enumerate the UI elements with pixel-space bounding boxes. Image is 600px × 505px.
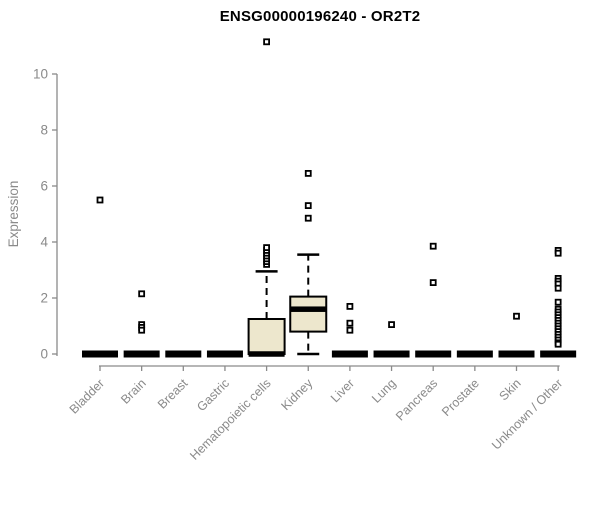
outlier-point-liver: [346, 302, 354, 310]
median-line-hematopoietic-cells: [248, 351, 285, 357]
x-tick-label-gastric: Gastric: [194, 376, 232, 414]
zero-box-brain: [123, 350, 160, 358]
y-tick-label: 6: [40, 179, 48, 194]
outlier-point-unknown-other: [554, 340, 562, 348]
median-line-kidney: [290, 306, 327, 312]
outlier-point-unknown-other: [554, 249, 562, 257]
outlier-point-kidney: [304, 214, 312, 222]
outlier-point-brain: [138, 326, 146, 334]
outlier-point-pancreas: [429, 279, 437, 287]
zero-box-bladder: [82, 350, 118, 358]
zero-box-gastric: [206, 350, 243, 358]
outlier-point-liver: [346, 326, 354, 334]
outlier-point-unknown-other: [554, 298, 562, 306]
y-tick-label: 8: [40, 123, 48, 138]
y-tick-label: 0: [40, 347, 48, 362]
x-tick-label-pancreas: Pancreas: [393, 376, 440, 423]
outlier-point-bladder: [96, 196, 104, 204]
x-tick-label-bladder: Bladder: [67, 376, 107, 416]
x-tick-label-unknown-other: Unknown / Other: [489, 376, 565, 452]
outlier-point-liver: [346, 319, 354, 327]
outlier-point-pancreas: [429, 242, 437, 250]
zero-box-breast: [165, 350, 202, 358]
y-tick-label: 10: [33, 67, 48, 82]
outlier-point-brain: [138, 290, 146, 298]
x-tick-label-kidney: Kidney: [278, 376, 315, 413]
x-tick-label-liver: Liver: [328, 376, 357, 405]
zero-box-skin: [498, 350, 535, 358]
y-axis-label: Expression: [6, 180, 21, 248]
x-tick-label-hematopoietic-cells: Hematopoietic cells: [187, 376, 274, 463]
y-tick-label: 4: [40, 235, 48, 250]
zero-box-prostate: [456, 350, 493, 358]
x-tick-label-breast: Breast: [155, 376, 191, 412]
box-kidney: [289, 295, 328, 333]
x-tick-label-prostate: Prostate: [439, 376, 482, 419]
x-tick-label-brain: Brain: [118, 376, 149, 407]
x-tick-label-lung: Lung: [369, 376, 399, 406]
box-hematopoietic-cells: [247, 318, 286, 355]
zero-box-liver: [331, 350, 368, 358]
outlier-point-kidney: [304, 169, 312, 177]
outlier-point-skin: [513, 312, 520, 320]
outlier-point-unknown-other: [554, 284, 562, 292]
outlier-point-lung: [388, 321, 395, 329]
x-tick-label-skin: Skin: [497, 376, 524, 403]
outlier-point-hematopoietic-cells: [263, 38, 271, 46]
zero-box-unknown-other: [540, 350, 577, 358]
zero-box-lung: [373, 350, 410, 358]
y-tick-label: 2: [40, 291, 48, 306]
outlier-point-hematopoietic-cells: [263, 244, 271, 252]
chart-title: ENSG00000196240 - OR2T2: [219, 8, 421, 25]
zero-box-pancreas: [415, 350, 452, 358]
outlier-point-kidney: [304, 202, 312, 210]
